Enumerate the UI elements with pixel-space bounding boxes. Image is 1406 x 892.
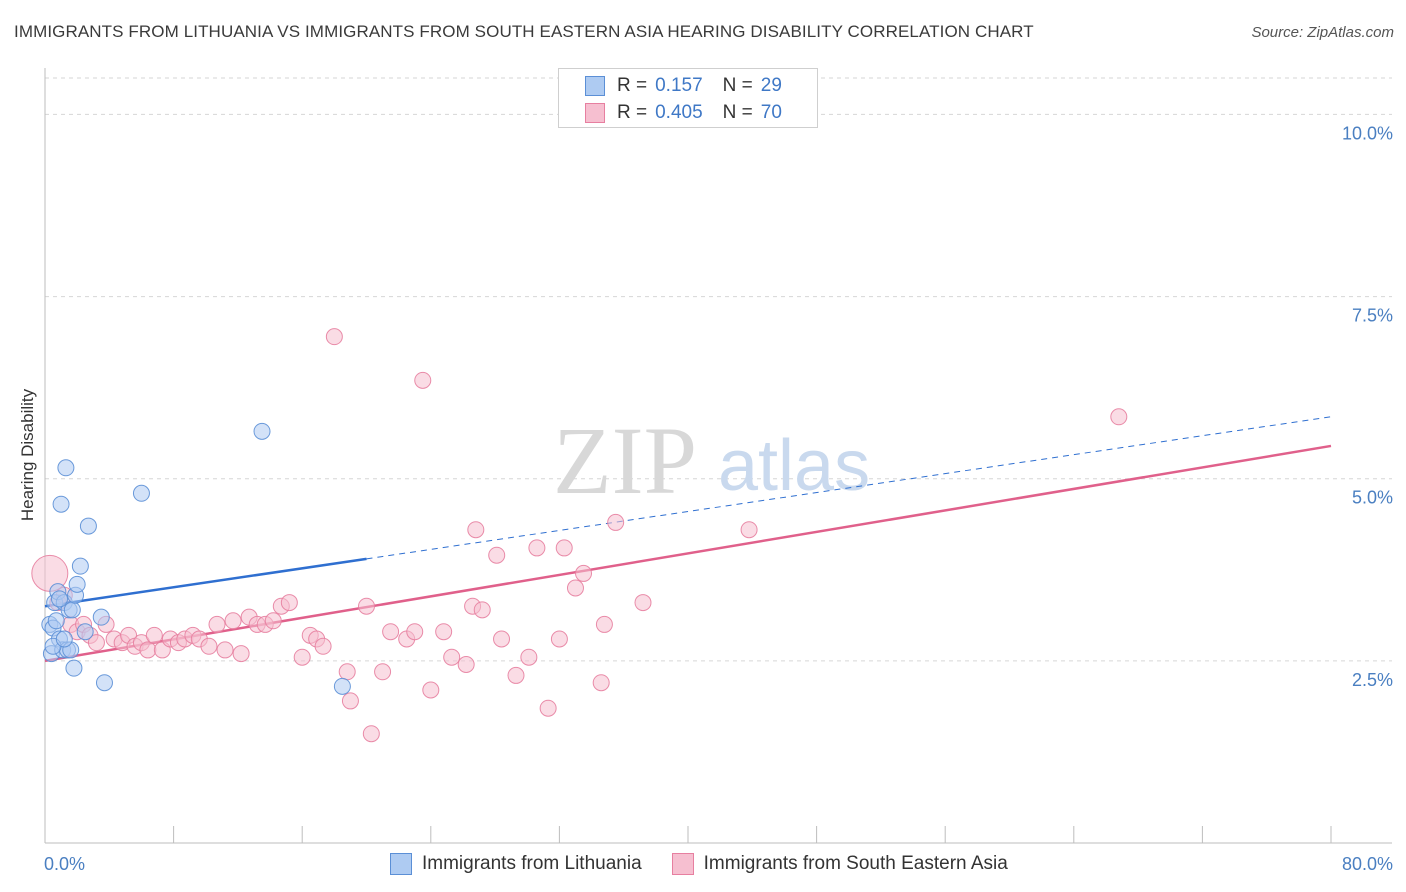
stats-legend: R = 0.157 N = 29 R = 0.405 N = 70 (558, 68, 818, 128)
point-lithuania (50, 590, 68, 608)
point-sea (139, 641, 157, 659)
point-lithuania (132, 484, 150, 502)
series-swatch-pink (671, 853, 694, 875)
y-tick-label: 5.0% (1352, 488, 1393, 508)
point-sea (592, 674, 610, 692)
series-legend-label: Immigrants from South Eastern Asia (703, 853, 1008, 874)
point-sea (414, 371, 432, 389)
point-lithuania (65, 659, 83, 677)
point-sea (488, 546, 506, 564)
point-lithuania (92, 608, 110, 626)
point-sea (507, 666, 525, 684)
point-sea (374, 663, 392, 681)
y-tick-label: 7.5% (1352, 306, 1393, 326)
point-sea (382, 623, 400, 641)
x-tick-label-min: 0.0% (44, 854, 85, 874)
chart-title: IMMIGRANTS FROM LITHUANIA VS IMMIGRANTS … (14, 22, 1034, 41)
series-legend-lithuania[interactable]: Immigrants from Lithuania (390, 853, 642, 875)
source-label: Source: ZipAtlas.com (1251, 24, 1394, 41)
legend-r-value: 0.405 (655, 102, 703, 123)
point-sea (467, 521, 485, 539)
legend-n-value: 70 (760, 102, 782, 123)
y-tick-label: 10.0% (1342, 123, 1393, 143)
legend-n-label: N = (722, 102, 753, 123)
point-lithuania (79, 517, 97, 535)
point-sea (325, 328, 343, 346)
legend-swatch-pink (585, 103, 605, 123)
watermark-atlas: atlas (718, 426, 870, 506)
point-lithuania (333, 677, 351, 695)
point-sea (550, 630, 568, 648)
point-sea (473, 601, 491, 619)
trend-line-lithuania (44, 557, 367, 608)
point-sea (341, 692, 359, 710)
point-sea (555, 539, 573, 557)
point-sea (575, 564, 593, 582)
point-sea (422, 681, 440, 699)
point-sea (314, 637, 332, 655)
axes (44, 68, 1392, 844)
point-sea (740, 521, 758, 539)
point-sea (457, 656, 475, 673)
point-sea (1110, 408, 1128, 426)
point-sea (280, 594, 298, 612)
point-lithuania (95, 674, 113, 692)
x-tick-label-max: 80.0% (1342, 854, 1393, 874)
point-lithuania (57, 459, 75, 477)
point-sea (200, 637, 218, 655)
gridlines (45, 77, 1392, 662)
point-sea (607, 513, 625, 531)
point-sea (224, 612, 242, 630)
watermark: ZIP atlas (553, 407, 870, 514)
series-legend: Immigrants from Lithuania Immigrants fro… (390, 852, 1038, 876)
legend-n-label: N = (722, 75, 753, 96)
point-lithuania (68, 575, 86, 593)
point-lithuania (55, 630, 73, 648)
point-sea (539, 699, 557, 717)
watermark-zip: ZIP (553, 407, 697, 514)
legend-r-label: R = (617, 75, 648, 96)
point-sea (595, 615, 613, 633)
data-points (31, 328, 1128, 743)
point-sea (520, 648, 538, 666)
point-sea (435, 623, 453, 641)
series-legend-label: Immigrants from Lithuania (422, 853, 642, 874)
trend-line-lithuania-extension (366, 416, 1332, 560)
y-tick-label: 2.5% (1352, 670, 1393, 690)
legend-r-label: R = (617, 102, 648, 123)
point-sea (216, 641, 234, 659)
point-lithuania (47, 612, 65, 630)
point-sea (634, 594, 652, 612)
point-sea (232, 645, 250, 663)
legend-r-value: 0.157 (655, 75, 703, 96)
point-lithuania (63, 601, 81, 619)
point-sea (528, 539, 546, 557)
legend-n-value: 29 (760, 75, 782, 96)
point-sea (493, 630, 511, 648)
point-sea (406, 623, 424, 641)
point-lithuania (71, 557, 89, 575)
point-sea (443, 648, 461, 666)
tick-labels: 2.5% 5.0% 7.5% 10.0% 0.0% 80.0% (44, 123, 1393, 874)
legend-row-lithuania: R = 0.157 N = 29 (585, 74, 782, 98)
point-sea (87, 634, 105, 652)
point-sea (338, 663, 356, 681)
legend-swatch-blue (585, 76, 605, 96)
point-lithuania (76, 623, 94, 641)
point-sea (264, 612, 282, 630)
point-sea (358, 597, 375, 615)
point-lithuania (52, 495, 70, 513)
point-sea (145, 626, 163, 644)
series-swatch-blue (390, 853, 412, 875)
point-sea (362, 725, 380, 743)
point-lithuania (253, 422, 271, 440)
series-legend-sea[interactable]: Immigrants from South Eastern Asia (671, 853, 1008, 875)
point-sea (566, 579, 584, 597)
point-sea (208, 615, 226, 633)
point-sea (293, 648, 311, 666)
legend-row-sea: R = 0.405 N = 70 (585, 101, 782, 125)
